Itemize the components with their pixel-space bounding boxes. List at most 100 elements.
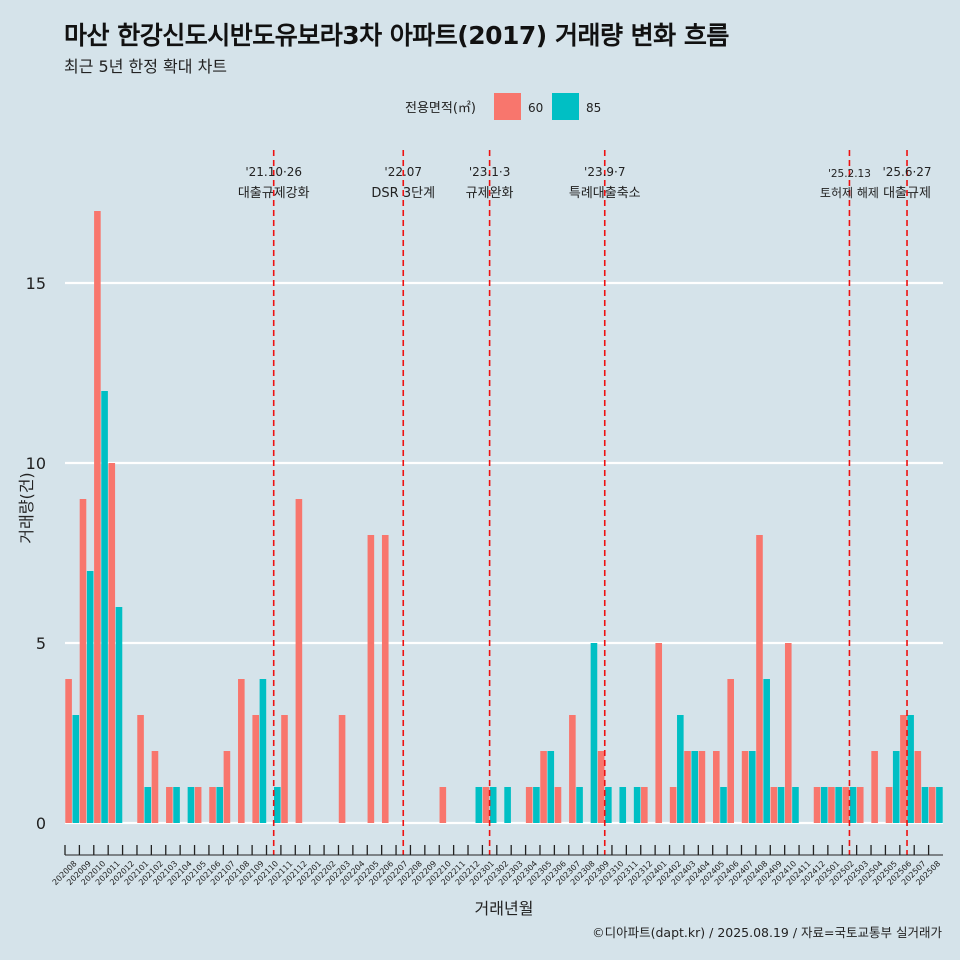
bar-85-202408 [763,679,770,823]
y-tick-label: 15 [26,274,46,293]
bar-85-202410 [792,787,799,823]
bar-85-202302 [504,787,511,823]
event-label: DSR 3단계 [371,186,435,201]
bar-85-202409 [777,787,785,823]
bar-60-202410 [784,643,792,823]
bar-60-202508 [928,787,936,823]
bar-85-202106 [216,787,224,823]
event-date-label: '25.2.13 [828,168,871,180]
bar-85-202506 [907,715,914,823]
bar-60-202203 [338,715,346,823]
event-date-label: '23.1·3 [469,165,510,179]
event-label: 특례대출축소 [569,186,641,201]
bar-85-202507 [921,787,929,823]
bar-60-202107 [223,751,231,823]
bar-60-202401 [655,643,663,823]
legend-title: 전용면적(㎡) [405,101,476,116]
bar-85-202109 [259,679,267,823]
legend-key-85 [552,93,579,120]
caption: ©디아파트(dapt.kr) / 2025.08.19 / 자료=국토교통부 실… [592,925,942,940]
bar-85-202402 [677,715,684,823]
bar-85-202311 [633,787,641,823]
bar-60-202407 [741,751,749,823]
legend: 전용면적(㎡) 60 85 [405,93,601,120]
bar-85-202501 [835,787,842,823]
bar-60-202111 [281,715,288,823]
bar-60-202008 [65,679,72,823]
chart-title: 마산 한강신도시반도유보라3차 아파트(2017) 거래량 변화 흐름 [64,21,729,50]
bar-85-202212 [475,787,483,823]
bar-60-202503 [856,787,864,823]
bar-85-202407 [748,751,756,823]
bar-60-202205 [367,535,375,823]
bar-85-202412 [820,787,828,823]
event-label: 대출규제강화 [238,186,310,201]
bar-60-202103 [166,787,173,823]
bar-60-202009 [79,499,87,823]
bar-60-202305 [540,751,547,823]
bar-60-202206 [381,535,389,823]
bar-85-202010 [101,391,108,823]
bar-85-202508 [936,787,943,823]
chart-subtitle: 최근 5년 한정 확대 차트 [64,57,228,76]
bar-60-202501 [828,787,835,823]
bar-60-202101 [137,715,144,823]
bar-60-202507 [914,751,922,823]
bar-85-202309 [605,787,612,823]
bar-85-202308 [590,643,598,823]
bar-60-202309 [597,751,605,823]
bar-60-202405 [713,751,720,823]
event-date-label: '25.6·27 [882,165,931,179]
bar-60-202109 [252,715,260,823]
event-date-label: '21.10·26 [245,165,302,179]
bar-85-202110 [274,787,281,823]
bar-85-202405 [720,787,727,823]
bar-85-202103 [173,787,180,823]
event-label: 규제완화 [466,186,514,201]
bar-85-202403 [691,751,699,823]
bar-60-202403 [684,751,691,823]
bar-60-202409 [770,787,778,823]
bar-85-202008 [72,715,80,823]
bar-85-202301 [489,787,497,823]
bar-85-202307 [576,787,583,823]
bar-60-202106 [209,787,216,823]
bar-60-202502 [842,787,850,823]
y-tick-label: 5 [36,634,46,653]
bar-60-202504 [871,751,878,823]
bar-60-202112 [295,499,303,823]
event-date-label: '23.9·7 [584,165,625,179]
bar-85-202011 [115,607,123,823]
bar-60-202102 [151,751,159,823]
bar-60-202306 [554,787,562,823]
bar-60-202301 [482,787,490,823]
bar-60-202010 [94,211,101,823]
legend-key-60 [494,93,521,120]
event-label: 대출규제 [883,186,931,201]
x-axis-label: 거래년월 [475,899,534,918]
bar-85-202305 [547,751,555,823]
bar-85-202101 [144,787,152,823]
bar-60-202404 [698,751,706,823]
bar-85-202104 [187,787,195,823]
bar-60-202011 [108,463,116,823]
y-axis-label: 거래량(건) [17,472,36,543]
bar-60-202105 [194,787,202,823]
legend-label-60: 60 [528,101,543,115]
y-tick-label: 10 [26,454,46,473]
bar-85-202505 [892,751,900,823]
y-tick-label: 0 [36,814,46,833]
bar-85-202009 [86,571,94,823]
event-label: 토허제 해제 [820,186,879,200]
bar-85-202310 [619,787,627,823]
legend-label-85: 85 [586,101,601,115]
bar-60-202312 [641,787,648,823]
bar-60-202402 [669,787,677,823]
bar-60-202304 [525,787,533,823]
bar-85-202502 [849,787,857,823]
bar-85-202304 [533,787,540,823]
bar-60-202505 [885,787,893,823]
bar-60-202506 [900,715,907,823]
bar-60-202108 [238,679,245,823]
